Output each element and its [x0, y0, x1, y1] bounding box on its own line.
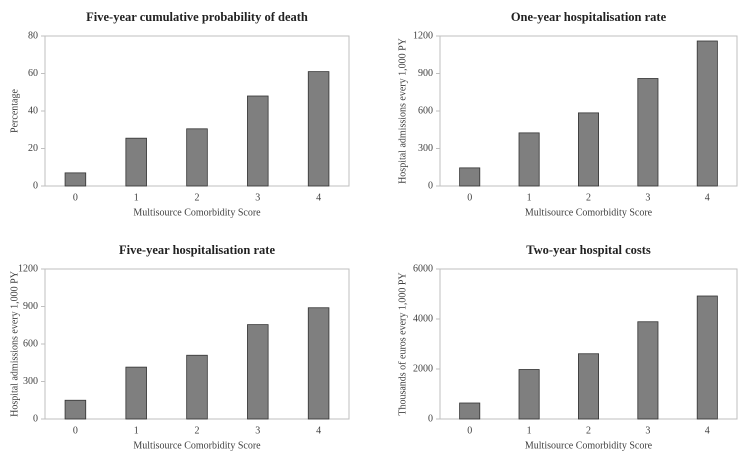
y-tick-label: 900 — [23, 301, 38, 312]
x-tick-label: 0 — [73, 425, 78, 436]
x-tick-label: 4 — [316, 192, 321, 203]
bar — [247, 324, 269, 420]
x-tick-label: 4 — [705, 425, 710, 436]
bar — [64, 399, 87, 420]
x-axis-label: Multisource Comorbidity Score — [525, 207, 653, 218]
bar — [459, 167, 481, 187]
bar — [125, 366, 147, 420]
x-tick-label: 4 — [316, 425, 321, 436]
y-tick-label: 0 — [428, 180, 433, 191]
bar — [637, 78, 659, 187]
bar — [64, 172, 87, 187]
x-tick-label: 1 — [134, 192, 139, 203]
bar — [125, 137, 147, 187]
x-tick-label: 1 — [527, 192, 532, 203]
bar — [459, 402, 481, 420]
bar — [186, 354, 208, 420]
bar — [518, 369, 540, 420]
chart-title: Five-year hospitalisation rate — [119, 243, 275, 257]
y-tick-label: 300 — [418, 143, 433, 154]
y-tick-label: 2000 — [413, 363, 433, 374]
y-tick-label: 600 — [418, 105, 433, 116]
bar — [186, 128, 208, 187]
bar — [578, 353, 599, 420]
y-tick-label: 80 — [28, 30, 38, 41]
x-axis-label: Multisource Comorbidity Score — [133, 440, 261, 451]
y-tick-label: 0 — [33, 180, 38, 191]
x-tick-label: 1 — [527, 425, 532, 436]
y-tick-label: 0 — [33, 413, 38, 424]
bar — [696, 295, 718, 420]
y-tick-label: 900 — [418, 68, 433, 79]
chart-title: Five-year cumulative probability of deat… — [86, 10, 308, 24]
x-tick-label: 3 — [645, 192, 650, 203]
x-tick-label: 0 — [467, 425, 472, 436]
x-tick-label: 2 — [586, 192, 591, 203]
y-tick-label: 600 — [23, 338, 38, 349]
y-tick-label: 6000 — [413, 263, 433, 274]
y-tick-label: 1200 — [18, 263, 38, 274]
x-tick-label: 2 — [586, 425, 591, 436]
y-tick-label: 0 — [428, 413, 433, 424]
x-axis-label: Multisource Comorbidity Score — [133, 207, 261, 218]
y-axis-label: Hospital admissions every 1,000 PY — [9, 271, 20, 417]
x-axis-label: Multisource Comorbidity Score — [525, 440, 653, 451]
x-tick-label: 2 — [195, 192, 200, 203]
bar — [578, 112, 599, 187]
x-tick-label: 1 — [134, 425, 139, 436]
y-axis-label: Percentage — [9, 89, 20, 133]
bar — [696, 40, 718, 187]
x-tick-label: 3 — [255, 192, 260, 203]
y-tick-label: 1200 — [413, 30, 433, 41]
x-tick-label: 2 — [195, 425, 200, 436]
y-tick-label: 60 — [28, 68, 38, 79]
bar — [637, 321, 659, 420]
y-axis-label: Hospital admissions every 1,000 PY — [397, 38, 408, 184]
x-tick-label: 3 — [645, 425, 650, 436]
bar — [247, 95, 269, 187]
x-tick-label: 3 — [255, 425, 260, 436]
bar — [307, 307, 330, 420]
bar — [518, 132, 540, 187]
chart-title: Two-year hospital costs — [526, 243, 651, 257]
y-tick-label: 20 — [28, 143, 38, 154]
chart-title: One-year hospitalisation rate — [511, 10, 667, 24]
x-tick-label: 0 — [467, 192, 472, 203]
bar — [307, 71, 330, 187]
y-tick-label: 300 — [23, 376, 38, 387]
y-tick-label: 4000 — [413, 313, 433, 324]
y-tick-label: 40 — [28, 105, 38, 116]
x-tick-label: 0 — [73, 192, 78, 203]
y-axis-label: Thousands of euros every 1,000 PY — [397, 272, 408, 415]
x-tick-label: 4 — [705, 192, 710, 203]
